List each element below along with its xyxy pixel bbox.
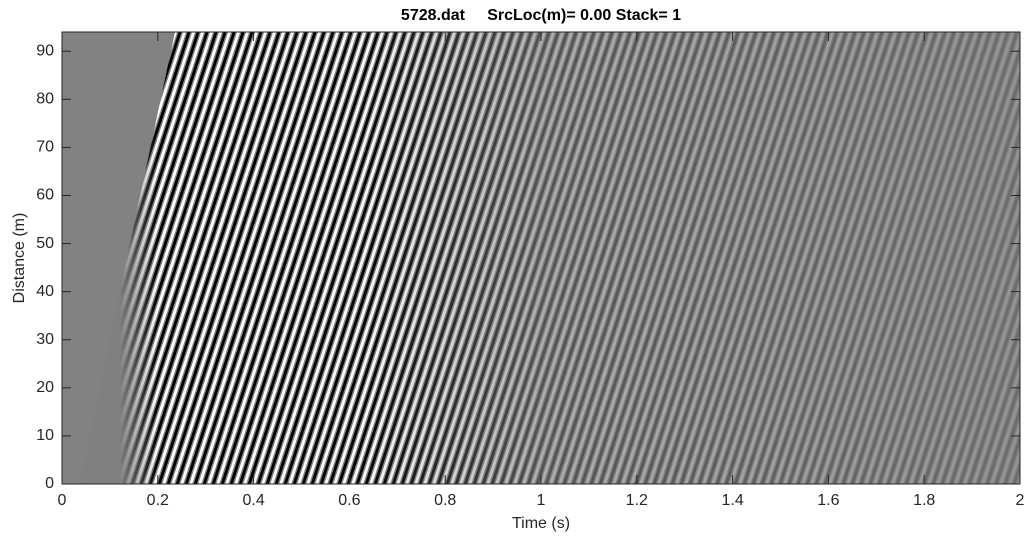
x-axis-label: Time (s) — [512, 515, 570, 532]
x-tick-label: 1.2 — [626, 492, 648, 509]
y-tick-label: 50 — [36, 235, 54, 252]
y-tick-label: 70 — [36, 139, 54, 156]
x-tick-label: 0.2 — [147, 492, 169, 509]
y-tick-label: 0 — [45, 475, 54, 492]
pre-arrival-zone — [62, 32, 175, 484]
x-tick-label: 0.4 — [242, 492, 264, 509]
x-tick-label: 0.8 — [434, 492, 456, 509]
y-tick-label: 20 — [36, 379, 54, 396]
y-tick-label: 10 — [36, 427, 54, 444]
y-tick-label: 60 — [36, 187, 54, 204]
x-tick-label: 0 — [58, 492, 67, 509]
x-tick-label: 1.4 — [721, 492, 743, 509]
y-axis-label: Distance (m) — [11, 213, 28, 304]
y-tick-label: 40 — [36, 283, 54, 300]
image-texture — [62, 32, 1020, 484]
y-tick-label: 30 — [36, 331, 54, 348]
y-tick-label: 90 — [36, 42, 54, 59]
x-tick-label: 2 — [1016, 492, 1025, 509]
x-tick-label: 1 — [537, 492, 546, 509]
x-tick-label: 0.6 — [338, 492, 360, 509]
x-tick-label: 1.8 — [913, 492, 935, 509]
chart-title: 5728.dat SrcLoc(m)= 0.00 Stack= 1 — [401, 7, 681, 24]
x-tick-label: 1.6 — [817, 492, 839, 509]
y-tick-label: 80 — [36, 91, 54, 108]
